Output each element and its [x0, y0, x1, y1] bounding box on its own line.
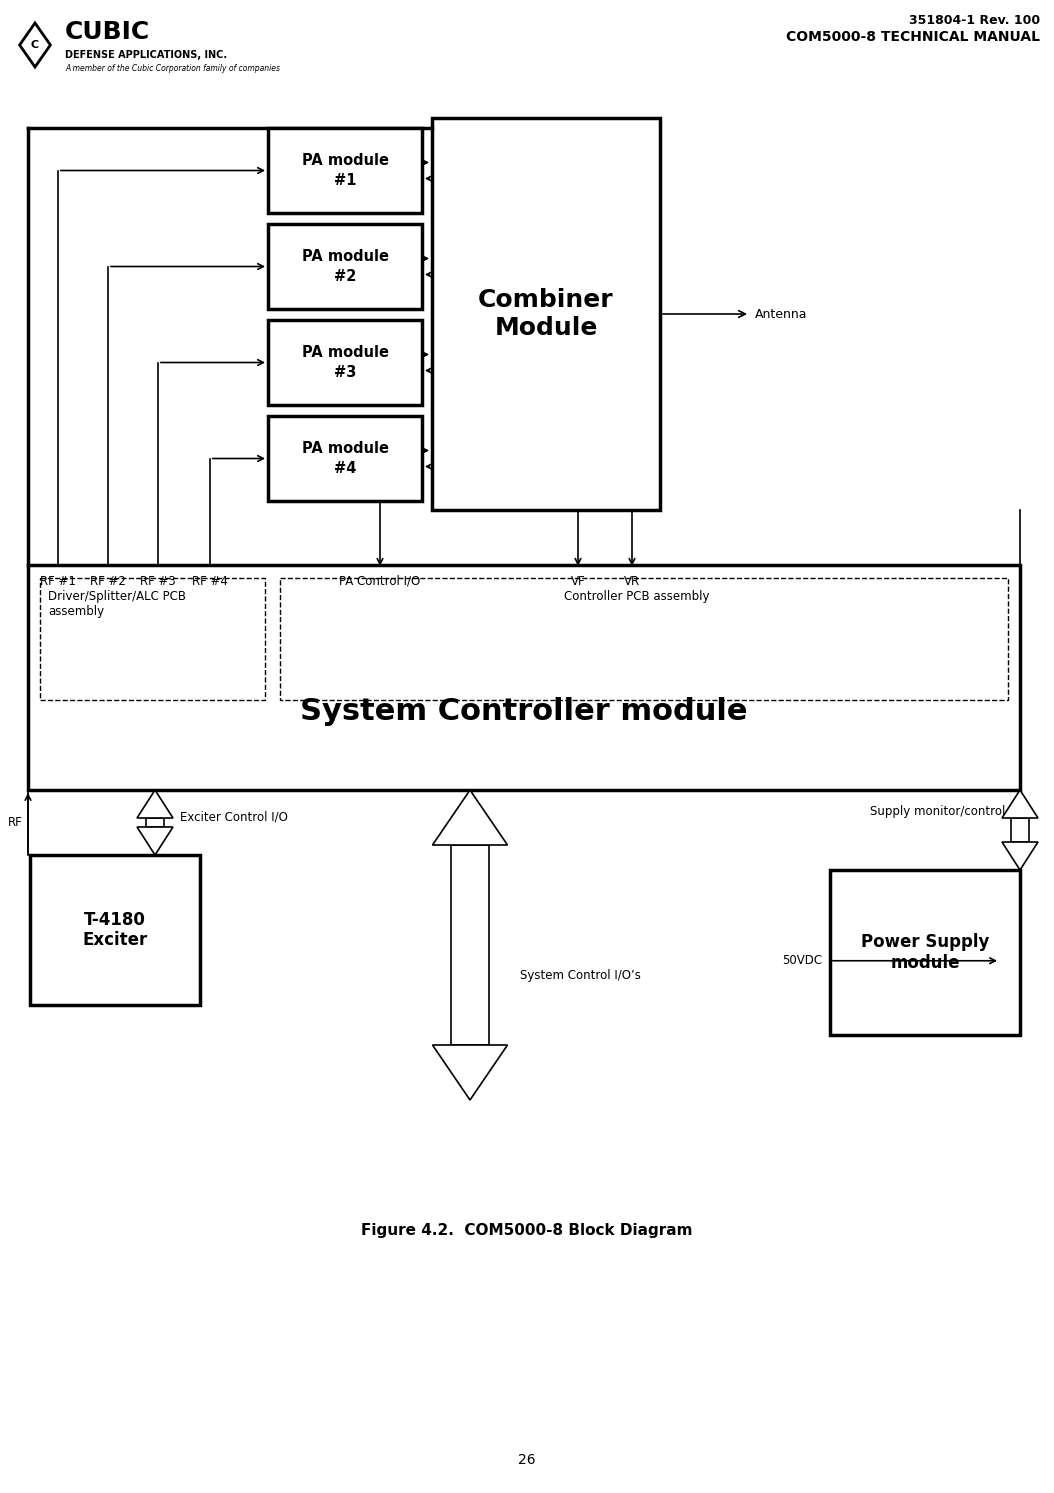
Text: T-4180
Exciter: T-4180 Exciter — [82, 911, 148, 950]
Text: PA module
#3: PA module #3 — [301, 345, 389, 379]
Bar — [30, 855, 200, 1005]
Text: A member of the Cubic Corporation family of companies: A member of the Cubic Corporation family… — [65, 64, 280, 73]
Polygon shape — [1002, 842, 1038, 870]
Bar — [268, 224, 422, 309]
Text: C: C — [31, 40, 39, 49]
Bar — [451, 845, 489, 1045]
Text: Figure 4.2.  COM5000-8 Block Diagram: Figure 4.2. COM5000-8 Block Diagram — [362, 1223, 692, 1238]
Text: RF #2: RF #2 — [90, 575, 125, 588]
Bar — [268, 417, 422, 502]
Text: COM5000-8 TECHNICAL MANUAL: COM5000-8 TECHNICAL MANUAL — [786, 30, 1040, 43]
Bar — [1011, 818, 1029, 842]
Bar — [268, 128, 422, 213]
Text: RF: RF — [8, 817, 23, 829]
Text: VF: VF — [570, 575, 585, 588]
Text: Driver/Splitter/ALC PCB
assembly: Driver/Splitter/ALC PCB assembly — [48, 590, 186, 618]
Polygon shape — [432, 1045, 507, 1100]
Bar — [40, 578, 265, 700]
Text: PA module
#4: PA module #4 — [301, 440, 389, 476]
Text: 26: 26 — [519, 1453, 535, 1468]
Text: Exciter Control I/O: Exciter Control I/O — [180, 811, 288, 823]
Text: RF #1: RF #1 — [40, 575, 76, 588]
Text: System Control I/O’s: System Control I/O’s — [520, 969, 641, 981]
Text: RF #4: RF #4 — [192, 575, 228, 588]
Text: System Controller module: System Controller module — [300, 697, 747, 726]
Polygon shape — [137, 790, 173, 818]
Text: PA module
#1: PA module #1 — [301, 154, 389, 188]
Text: RF #3: RF #3 — [140, 575, 176, 588]
Text: Controller PCB assembly: Controller PCB assembly — [564, 590, 709, 603]
Text: Supply monitor/control: Supply monitor/control — [870, 805, 1006, 818]
Bar — [268, 320, 422, 405]
Text: PA Control I/O: PA Control I/O — [339, 575, 421, 588]
Polygon shape — [137, 827, 173, 855]
Bar — [147, 818, 164, 827]
Text: PA module
#2: PA module #2 — [301, 249, 389, 284]
Text: Combiner
Module: Combiner Module — [479, 288, 613, 340]
Text: 50VDC: 50VDC — [782, 954, 822, 967]
Polygon shape — [432, 790, 507, 845]
Text: Antenna: Antenna — [755, 308, 807, 321]
Bar — [280, 578, 1008, 700]
Text: VR: VR — [624, 575, 640, 588]
Text: DEFENSE APPLICATIONS, INC.: DEFENSE APPLICATIONS, INC. — [65, 49, 227, 60]
Bar — [28, 564, 1020, 790]
Text: 351804-1 Rev. 100: 351804-1 Rev. 100 — [909, 13, 1040, 27]
Text: CUBIC: CUBIC — [65, 19, 151, 43]
Bar — [829, 870, 1020, 1035]
Bar — [432, 118, 660, 511]
Text: Power Supply
module: Power Supply module — [861, 933, 990, 972]
Polygon shape — [1002, 790, 1038, 818]
